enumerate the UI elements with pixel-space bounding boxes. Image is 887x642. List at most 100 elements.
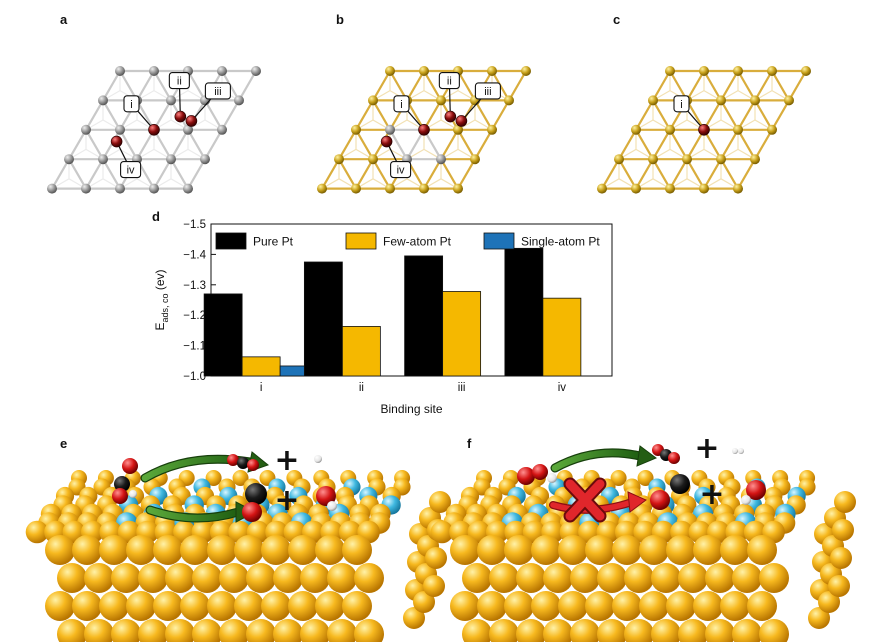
lattice-atoms [597,66,811,194]
bar-pure-pt-iv [504,247,544,377]
pt-atom [47,183,57,194]
site-callout-box [204,82,231,100]
lattice-bond [651,69,672,102]
au-atom [666,591,696,621]
au-atom [385,183,395,194]
pt-atom [115,183,125,194]
site-label-iv: iv [397,165,405,177]
lattice-bond [651,128,672,161]
au-atom [261,535,291,565]
lattice-bond [507,69,528,102]
au-atom [693,591,723,621]
lattice-bond [668,158,689,190]
co-adsorbate [455,115,468,127]
y-tick-label: −1.1 [183,341,206,353]
oxygen-atom [668,452,680,464]
au-atom [462,619,492,642]
au-atom [705,619,735,642]
bar-few-atom-pt-iv [542,297,582,377]
pt-atom [200,154,210,165]
au-atom [784,95,794,106]
au-atom [219,619,249,642]
lattice-bond [186,69,207,102]
hydrogen-atom [741,495,751,505]
au-atom [693,535,723,565]
au-atom [462,563,492,593]
au-atom [624,563,654,593]
au-atom [354,563,384,593]
lattice-bond [736,158,757,190]
lattice-bonds [600,69,808,190]
site-callout-box [474,82,501,100]
lattice-bond [203,128,224,161]
au-atom [489,619,519,642]
au-atom [489,563,519,593]
au-atom [273,619,303,642]
au-atom [453,124,463,135]
au-atom [597,619,627,642]
au-atom [570,619,600,642]
lattice-bond [101,69,122,102]
au-atom [504,591,534,621]
site-label-i: i [400,99,402,111]
au-atom [516,619,546,642]
lattice-bond [152,69,173,102]
au-atom [219,563,249,593]
slab-front-face [45,535,384,642]
lattice-bond [473,99,494,131]
au-atom [57,563,87,593]
hydrogen-atom [129,490,137,498]
y-axis-label: Eads, co (ev) [153,269,170,330]
au-atom [733,124,743,135]
au-atom [521,66,531,76]
reaction-arrow-top [550,445,657,473]
au-atom [699,66,709,76]
site-label-ii: ii [447,76,452,88]
lattice-bond [702,69,723,102]
pt-atom [166,154,176,165]
au-atom [403,607,425,629]
au-atom [648,95,658,106]
oxygen-atom [227,454,239,466]
au-atom [99,535,129,565]
au-atom [558,535,588,565]
lattice-bond [770,99,791,131]
pt-atom [385,124,395,135]
lattice-bond [169,158,190,190]
au-atom [699,183,709,194]
au-atom [716,95,726,106]
oxygen-atom [112,488,128,504]
au-atom [585,535,615,565]
lattice-bond [101,158,122,190]
au-atom [682,154,692,165]
bar-few-atom-pt-i [241,356,281,377]
lattice-bond [422,158,443,190]
lattice-bond [84,99,105,131]
x-tick-label: i [260,382,263,394]
au-atom [733,66,743,76]
au-atom [828,575,850,597]
au-atom [732,619,762,642]
pt-atom [81,183,91,194]
site-callout-box [438,72,460,90]
au-atom [72,591,102,621]
au-atom [487,124,497,135]
au-atom [648,154,658,165]
plus-sign: + [694,431,719,466]
au-atom [315,591,345,621]
bar-pure-pt-iii [404,255,444,377]
au-atom [180,535,210,565]
lattice-bond [354,158,375,190]
au-atom [639,535,669,565]
legend-swatch [483,232,515,250]
au-atom [612,535,642,565]
au-atom [504,95,514,106]
lattice-bond [320,158,341,190]
adsorbed-reactants [517,464,557,485]
panel-letter-d: d [152,209,160,224]
co-adsorbate [418,124,430,136]
lattice-bond [118,128,139,161]
